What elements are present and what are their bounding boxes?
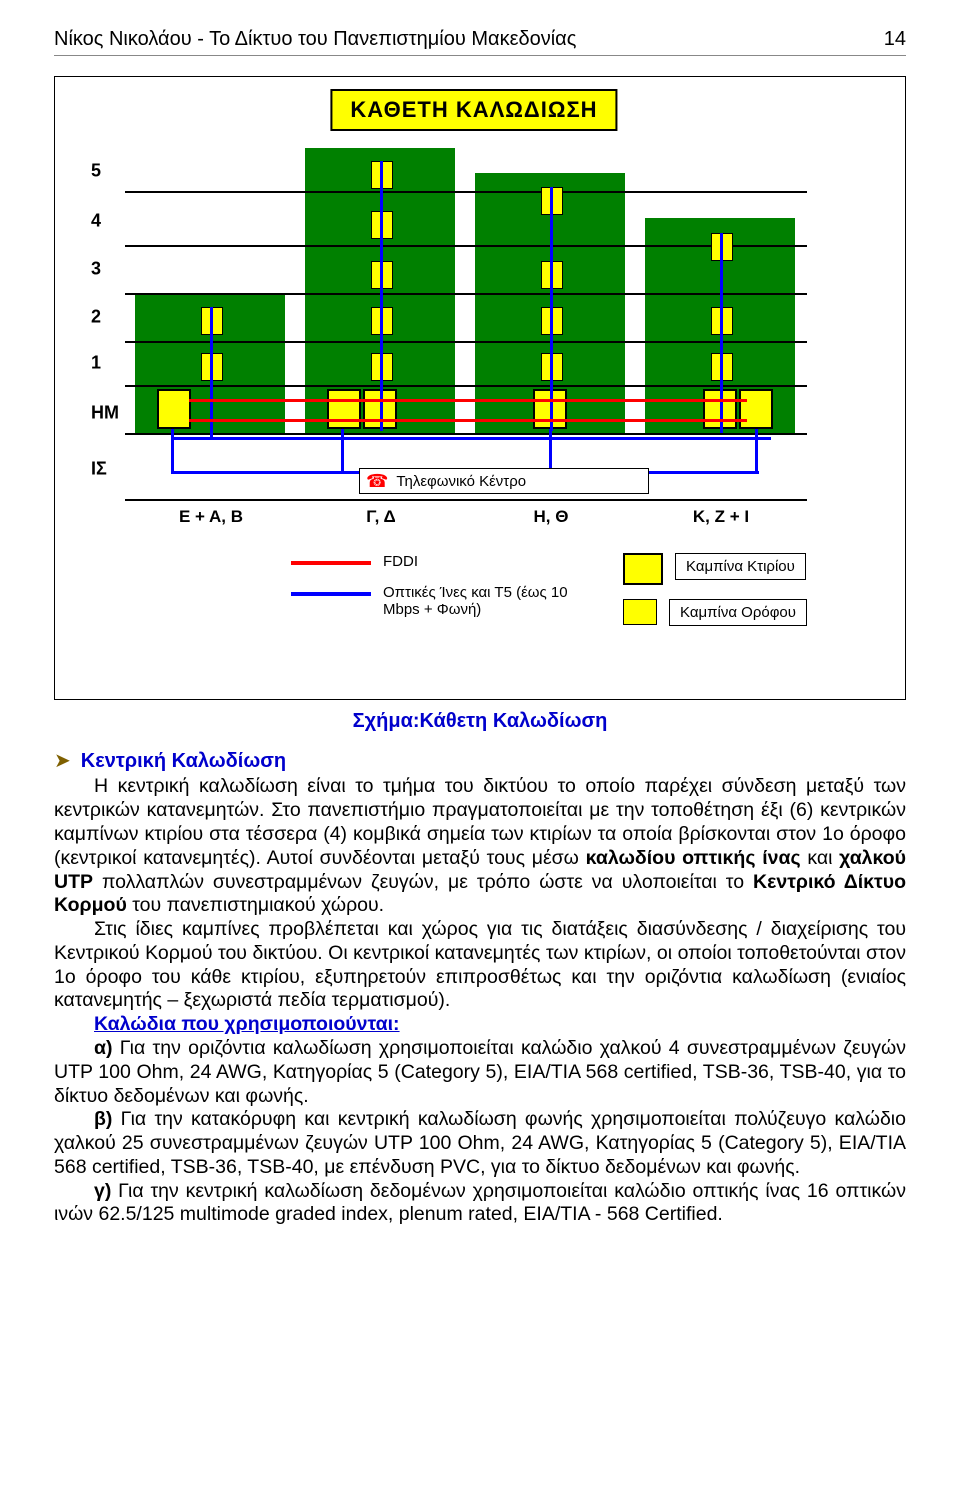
building-cabinet xyxy=(157,389,191,429)
paragraph-1: Η κεντρική καλωδίωση είναι το τμήμα του … xyxy=(54,775,906,918)
legend-optic-line xyxy=(291,592,371,596)
row-label-2: 2 xyxy=(91,307,101,328)
legend: FDDI Οπτικές Ίνες και Τ5 (έως 10 Mbps + … xyxy=(291,553,807,626)
legend-building-cabinet-icon xyxy=(623,553,663,585)
blue-wire xyxy=(549,429,552,473)
row-label-3: 3 xyxy=(91,259,101,280)
row-label-4: 4 xyxy=(91,211,101,232)
paragraph-a: α) Για την οριζόντια καλωδίωση χρησιμοπο… xyxy=(54,1037,906,1108)
item-lead: α) xyxy=(94,1037,112,1059)
blue-wire xyxy=(550,187,553,431)
legend-fddi-line xyxy=(291,561,371,565)
floor-line xyxy=(125,385,807,387)
cables-heading-text: Καλώδια που χρησιμοποιούνται: xyxy=(94,1013,400,1035)
blue-wire xyxy=(171,471,361,474)
item-lead: γ) xyxy=(94,1180,111,1202)
blue-wire xyxy=(649,471,759,474)
col-label-3: Η, Θ xyxy=(534,507,569,527)
red-wire xyxy=(189,399,747,402)
header-title: Νίκος Νικολάου - Το Δίκτυο του Πανεπιστη… xyxy=(54,28,576,51)
blue-wire xyxy=(755,429,758,473)
col-label-2: Γ, Δ xyxy=(366,507,395,527)
diagram-title: ΚΑΘΕΤΗ ΚΑΛΩΔΙΩΣΗ xyxy=(330,89,617,131)
row-label-5: 5 xyxy=(91,161,101,182)
floor-line xyxy=(125,499,807,501)
row-label-is: ΙΣ xyxy=(91,459,107,480)
col-label-4: Κ, Ζ + Ι xyxy=(693,507,749,527)
section-title: Κεντρική Καλωδίωση xyxy=(81,749,286,773)
floor-line xyxy=(125,191,807,193)
legend-building-cabinet-label: Καμπίνα Κτιρίου xyxy=(675,553,806,580)
blue-wire xyxy=(210,307,213,437)
arrow-icon: ➤ xyxy=(54,749,71,773)
diagram-frame: ΚΑΘΕΤΗ ΚΑΛΩΔΙΩΣΗ 5 4 3 2 1 ΗΜ ΙΣ xyxy=(54,76,906,700)
paragraph-b: β) Για την κατακόρυφη και κεντρική καλωδ… xyxy=(54,1108,906,1179)
floor-line xyxy=(125,341,807,343)
legend-floor-cabinet-label: Καμπίνα Ορόφου xyxy=(669,599,807,626)
red-wire xyxy=(189,419,747,422)
vertical-cabling-diagram: ΚΑΘΕΤΗ ΚΑΛΩΔΙΩΣΗ 5 4 3 2 1 ΗΜ ΙΣ xyxy=(61,83,887,693)
paragraph-2: Στις ίδιες καμπίνες προβλέπεται και χώρο… xyxy=(54,918,906,1013)
floor-line xyxy=(125,245,807,247)
building-cabinet xyxy=(739,389,773,429)
blue-wire xyxy=(171,429,174,473)
blue-wire xyxy=(720,233,723,433)
paragraph-c: γ) Για την κεντρική καλωδίωση δεδομένων … xyxy=(54,1180,906,1228)
legend-optic-label: Οπτικές Ίνες και Τ5 (έως 10 Mbps + Φωνή) xyxy=(383,584,573,618)
page-number: 14 xyxy=(884,28,906,51)
blue-wire xyxy=(380,161,383,431)
floor-line xyxy=(125,433,807,435)
cables-heading: Καλώδια που χρησιμοποιούνται: xyxy=(54,1013,906,1037)
legend-floor-cabinet-icon xyxy=(623,599,657,625)
col-label-1: Ε + Α, Β xyxy=(179,507,243,527)
floor-line xyxy=(125,293,807,295)
row-label-1: 1 xyxy=(91,353,101,374)
legend-fddi-label: FDDI xyxy=(383,553,418,570)
blue-wire xyxy=(341,429,344,473)
blue-wire xyxy=(171,437,771,440)
phone-center-label: Τηλεφωνικό Κέντρο xyxy=(396,473,526,490)
phone-icon: ☎ xyxy=(366,471,388,492)
building-cabinet xyxy=(327,389,361,429)
phone-center: ☎ Τηλεφωνικό Κέντρο xyxy=(359,468,649,494)
row-label-hm: ΗΜ xyxy=(91,403,119,424)
bold-text: καλωδίου οπτικής ίνας xyxy=(586,847,801,869)
item-lead: β) xyxy=(94,1108,112,1130)
figure-caption: Σχήμα:Κάθετη Καλωδίωση xyxy=(54,710,906,733)
